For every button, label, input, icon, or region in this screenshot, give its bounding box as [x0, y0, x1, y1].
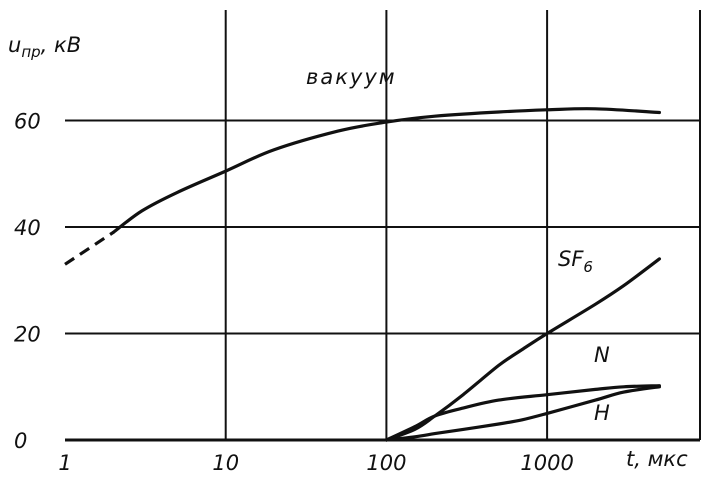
x-tick-label: 1 [58, 451, 71, 475]
tick-labels: 1 10 100 1000 0 20 40 60 [14, 110, 574, 476]
series-curve-sf6 [384, 257, 661, 442]
y-tick-label: 20 [14, 323, 41, 347]
series-curve-вакуум-dashed [64, 230, 115, 266]
y-tick-label: 60 [14, 110, 41, 134]
series-curve-h [384, 385, 661, 442]
series-curves [64, 107, 661, 442]
axes [65, 10, 701, 442]
series-label-n: N [594, 343, 610, 367]
series-label-sf6: SF6 [558, 247, 593, 276]
series-curve-вакуум [111, 107, 661, 234]
y-tick-label: 40 [14, 216, 41, 240]
x-axis-label: t, мкс [626, 447, 688, 471]
series-curve-n [384, 384, 661, 442]
series-label-h: H [594, 401, 610, 425]
y-tick-label: 0 [14, 429, 27, 453]
x-tick-label: 1000 [520, 451, 573, 475]
grid-lines [65, 10, 700, 440]
x-tick-label: 100 [366, 451, 406, 475]
y-axis-label: uпр, кВ [8, 33, 81, 61]
x-tick-label: 10 [212, 451, 239, 475]
series-label-vacuum: вакуум [306, 65, 397, 89]
